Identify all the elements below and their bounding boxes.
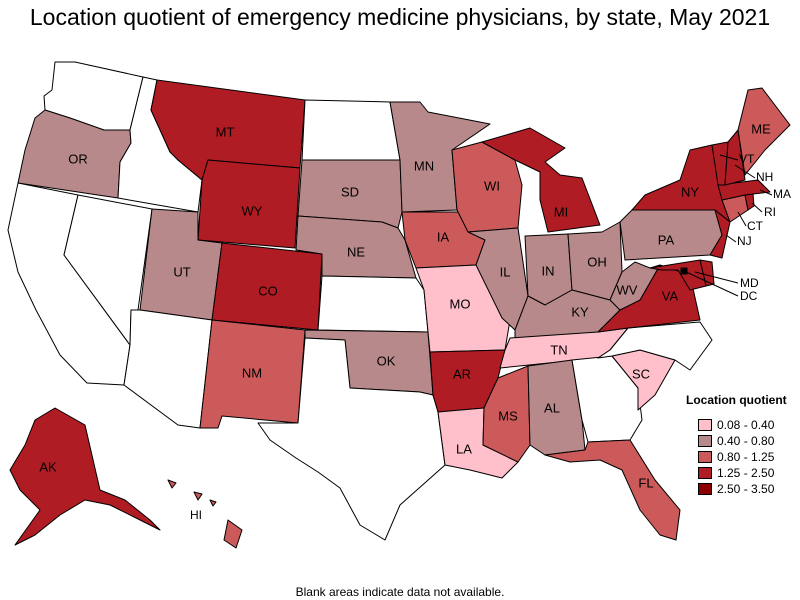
state-NC[interactable] [597,321,713,371]
state-AK[interactable] [9,407,161,546]
label-IN: IN [542,263,555,278]
label-SD: SD [341,184,359,199]
legend-item: 1.25 - 2.50 [686,465,798,481]
footnote: Blank areas indicate data not available. [295,585,505,599]
leader-nh [734,164,756,179]
map-title: Location quotient of emergency medicine … [29,4,771,30]
label-RI: RI [764,205,776,219]
legend-swatch [698,419,712,431]
legend-label: 0.40 - 0.80 [717,434,775,448]
legend-swatch [698,435,712,447]
label-UT: UT [173,264,190,279]
label-FL: FL [638,475,653,490]
label-MA: MA [773,187,791,201]
legend-item: 0.80 - 1.25 [686,449,798,465]
legend-label: 1.25 - 2.50 [717,466,775,480]
state-FL[interactable] [544,439,681,541]
label-CO: CO [258,283,278,298]
state-MD[interactable] [649,259,707,291]
state-WY[interactable] [197,159,301,249]
label-MI: MI [554,204,568,219]
label-LA: LA [456,441,472,456]
label-MT: MT [216,124,235,139]
state-HI[interactable] [167,479,243,549]
label-VT: VT [739,152,755,166]
label-PA: PA [658,232,675,247]
label-TN: TN [550,342,567,357]
label-AR: AR [453,366,471,381]
label-MO: MO [450,296,471,311]
legend-item: 0.40 - 0.80 [686,433,798,449]
label-MS: MS [498,408,518,423]
label-NY: NY [681,184,699,199]
label-KY: KY [571,304,589,319]
label-MN: MN [414,158,434,173]
state-TX[interactable] [257,337,446,541]
state-ME[interactable] [737,87,791,176]
label-IA: IA [437,229,450,244]
state-MI[interactable] [481,127,601,233]
dc-marker [681,268,687,274]
label-DC: DC [740,289,758,303]
leader-ma [759,189,773,196]
leader-ct [737,211,747,227]
state-WV[interactable] [609,261,661,311]
state-AZ[interactable] [123,309,213,429]
label-NJ: NJ [737,234,752,248]
leader-md [694,271,739,284]
label-NM: NM [242,365,262,380]
state-KS[interactable] [317,275,429,333]
leader-dc [683,270,739,297]
label-OR: OR [68,151,88,166]
legend-label: 2.50 - 3.50 [717,482,775,496]
label-IL: IL [500,264,511,279]
label-WV: WV [617,282,638,297]
legend: Location quotient 0.08 - 0.40 0.40 - 0.8… [686,393,798,497]
label-AK: AK [39,459,57,474]
label-WI: WI [484,178,500,193]
label-VA: VA [662,288,679,303]
leader-nj [725,234,737,243]
label-WY: WY [242,203,263,218]
label-NH: NH [756,170,773,184]
legend-item: 2.50 - 3.50 [686,481,798,497]
state-NJ[interactable] [709,209,731,259]
state-NH[interactable] [724,129,746,186]
state-ND[interactable] [301,99,401,161]
state-MA[interactable] [717,179,771,201]
legend-swatch [698,467,712,479]
label-HI: HI [190,508,202,522]
legend-label: 0.08 - 0.40 [717,418,775,432]
legend-swatch [698,483,712,495]
state-IL[interactable] [467,227,529,331]
leader-vt [719,154,739,161]
label-MD: MD [740,276,759,290]
legend-item: 0.08 - 0.40 [686,417,798,433]
label-SC: SC [632,366,650,381]
label-NE: NE [347,244,365,259]
label-OK: OK [377,353,396,368]
legend-label: 0.80 - 1.25 [717,450,775,464]
label-OH: OH [587,254,607,269]
legend-swatch [698,451,712,463]
label-ME: ME [751,121,771,136]
label-CT: CT [747,219,764,233]
label-AL: AL [544,400,560,415]
legend-title: Location quotient [686,393,787,407]
leader-ri [751,202,763,213]
